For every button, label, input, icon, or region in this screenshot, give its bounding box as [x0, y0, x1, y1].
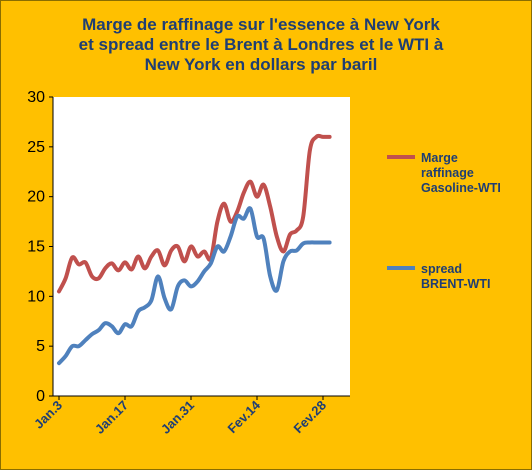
y-tick-label: 25	[27, 139, 45, 156]
legend-spread-brent-wti-label: spread	[421, 262, 462, 276]
legend-marge-raffinage-label: Marge	[421, 151, 458, 165]
legend-marge-raffinage-label: Gasoline-WTI	[421, 181, 501, 195]
plot-area	[53, 97, 350, 396]
series-line-spread-brent-wti	[57, 206, 332, 366]
x-tick-label: Fev.28	[291, 398, 330, 437]
x-tick-label: Jan.31	[158, 398, 197, 437]
x-tick-label: Fev.14	[225, 397, 264, 436]
y-tick-label: 0	[36, 388, 45, 405]
y-tick-label: 10	[27, 288, 45, 305]
chart-title: Marge de raffinage sur l'essence à New Y…	[41, 15, 481, 75]
chart-title-line-2: et spread entre le Brent à Londres et le…	[78, 35, 444, 54]
x-tick-label: Jan.17	[92, 398, 131, 437]
y-tick-label: 15	[27, 239, 45, 256]
y-tick-label: 20	[27, 189, 45, 206]
legend-spread-brent-wti-label: BRENT-WTI	[421, 277, 490, 291]
legend-marge-raffinage-label: raffinage	[421, 166, 474, 180]
series-line-marge-raffinage	[57, 133, 332, 294]
y-tick-label: 5	[36, 338, 45, 355]
chart-title-line-3: New York en dollars par baril	[144, 55, 378, 74]
y-tick-label: 30	[27, 89, 45, 106]
chart-title-line-1: Marge de raffinage sur l'essence à New Y…	[82, 15, 440, 34]
